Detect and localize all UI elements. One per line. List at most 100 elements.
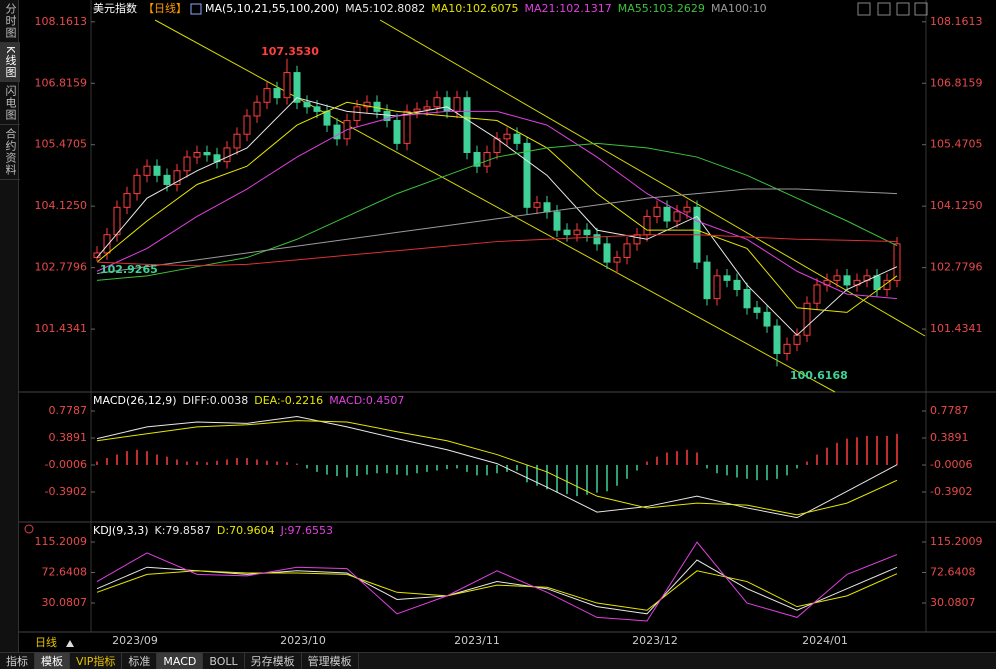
toolbar-item[interactable]: 模板 <box>35 653 70 669</box>
indicator-line <box>96 97 898 336</box>
candle-body <box>313 106 321 112</box>
y-tick-label: 101.4341 <box>930 322 983 335</box>
candle-body <box>253 101 261 117</box>
kdj-icon <box>24 524 34 534</box>
sidebar-tab[interactable]: 合约资料 <box>0 125 20 181</box>
candle-body <box>363 101 371 108</box>
candle-body <box>503 133 511 140</box>
candle-body <box>393 120 401 144</box>
indicator-icon <box>190 3 202 15</box>
candle-body <box>433 97 441 108</box>
chart-title: 美元指数 <box>93 1 137 15</box>
y-tick-label: 106.8159 <box>35 76 88 89</box>
candle-body <box>523 142 531 208</box>
candle-body <box>443 97 451 112</box>
candle-body <box>733 279 741 291</box>
candle-body <box>263 88 271 103</box>
y-tick-label: 104.1250 <box>930 199 983 212</box>
candle-body <box>893 243 901 281</box>
candle-body <box>193 152 201 158</box>
y-tick-label: 115.2009 <box>930 535 983 548</box>
period-label[interactable]: 日线 <box>35 635 57 649</box>
toolbar-item[interactable]: 管理模板 <box>302 653 359 669</box>
y-tick-label: 115.2009 <box>35 535 88 548</box>
candle-body <box>593 234 601 245</box>
y-tick-label: 102.7796 <box>35 261 88 274</box>
annotation: 100.6168 <box>790 369 848 382</box>
channel-line <box>379 19 926 337</box>
candle-body <box>623 243 631 259</box>
legend-entry: DEA:-0.2216 <box>254 394 323 407</box>
legend-entry: MA5:102.8082 <box>345 2 425 15</box>
candle-body <box>543 202 551 213</box>
y-tick-label: 0.7787 <box>49 404 88 417</box>
y-tick-label: -0.0006 <box>930 458 972 471</box>
background <box>0 0 996 652</box>
candle-body <box>673 211 681 222</box>
candle-body <box>153 165 161 176</box>
candle-body <box>633 234 641 245</box>
candle-body <box>283 72 291 99</box>
annotation: 107.3530 <box>261 45 319 58</box>
indicator-line <box>96 110 898 300</box>
x-tick-label: 2023/12 <box>632 634 678 647</box>
candle-body <box>773 325 781 354</box>
candle-body <box>163 174 171 185</box>
candle-body <box>583 229 591 236</box>
candle-body <box>873 275 881 291</box>
candle-body <box>483 152 491 167</box>
y-tick-label: 0.3891 <box>49 431 88 444</box>
y-tick-label: 72.6408 <box>42 565 88 578</box>
candle-body <box>473 152 481 167</box>
indicator-line <box>96 142 898 281</box>
indicator-line <box>96 101 898 313</box>
sidebar-tab[interactable]: 分时图 <box>0 0 20 43</box>
candle-body <box>233 133 241 149</box>
chart: 日线 2023/09 2023/10 2023/11 2023/12 2024/01 10… <box>0 0 996 652</box>
sidebar: 分时图 K线图 闪电图 合约资料 <box>0 0 20 652</box>
sidebar-tab[interactable]: K线图 <box>0 43 20 83</box>
sidebar-tab[interactable]: 闪电图 <box>0 82 20 126</box>
candle-body <box>353 106 361 122</box>
candle-body <box>133 174 141 195</box>
period-arrow[interactable] <box>66 640 74 647</box>
y-tick-label: 0.3891 <box>930 431 969 444</box>
toolbar-item[interactable]: 标准 <box>122 653 158 669</box>
period: 【日线】 <box>143 1 187 15</box>
legend-entry: MA10:102.6075 <box>431 2 518 15</box>
indicator-line <box>96 559 898 615</box>
indicator-line <box>96 570 898 611</box>
legend-entry: J:97.6553 <box>280 524 333 537</box>
candle-body <box>303 101 311 108</box>
legend-entry: MA55:103.2629 <box>618 2 705 15</box>
candle-body <box>223 147 231 163</box>
candle-body <box>423 106 431 110</box>
candle-body <box>833 275 841 281</box>
toolbar-item[interactable]: MACD <box>157 653 204 669</box>
candle-body <box>613 257 621 263</box>
legend-entry: MA100:10 <box>711 2 767 15</box>
x-tick-label: 2023/09 <box>112 634 158 647</box>
candle-body <box>703 261 711 300</box>
x-tick-label: 2023/10 <box>280 634 326 647</box>
legend-entry: K:79.8587 <box>155 524 211 537</box>
toolbar-item[interactable]: VIP指标 <box>70 653 123 669</box>
indicator-line <box>96 541 898 622</box>
toolbar-item[interactable]: BOLL <box>203 653 245 669</box>
candle-body <box>533 202 541 208</box>
y-tick-label: 106.8159 <box>930 76 983 89</box>
toolbar-icons[interactable] <box>857 2 928 16</box>
legend-entry: DIFF:0.0038 <box>183 394 249 407</box>
candle-body <box>203 152 211 156</box>
legend-entry: MACD:0.4507 <box>329 394 404 407</box>
candle-body <box>513 133 521 144</box>
indicator-name: MA(5,10,21,55,100,200) <box>205 2 339 15</box>
indicator-line <box>96 420 898 516</box>
toolbar-item[interactable]: 指标 <box>0 653 35 669</box>
candle-body <box>143 165 151 176</box>
candle-body <box>813 284 821 304</box>
toolbar-item[interactable]: 另存模板 <box>245 653 302 669</box>
legend-entry: MA21:102.1317 <box>525 2 612 15</box>
x-tick-label: 2023/11 <box>454 634 500 647</box>
